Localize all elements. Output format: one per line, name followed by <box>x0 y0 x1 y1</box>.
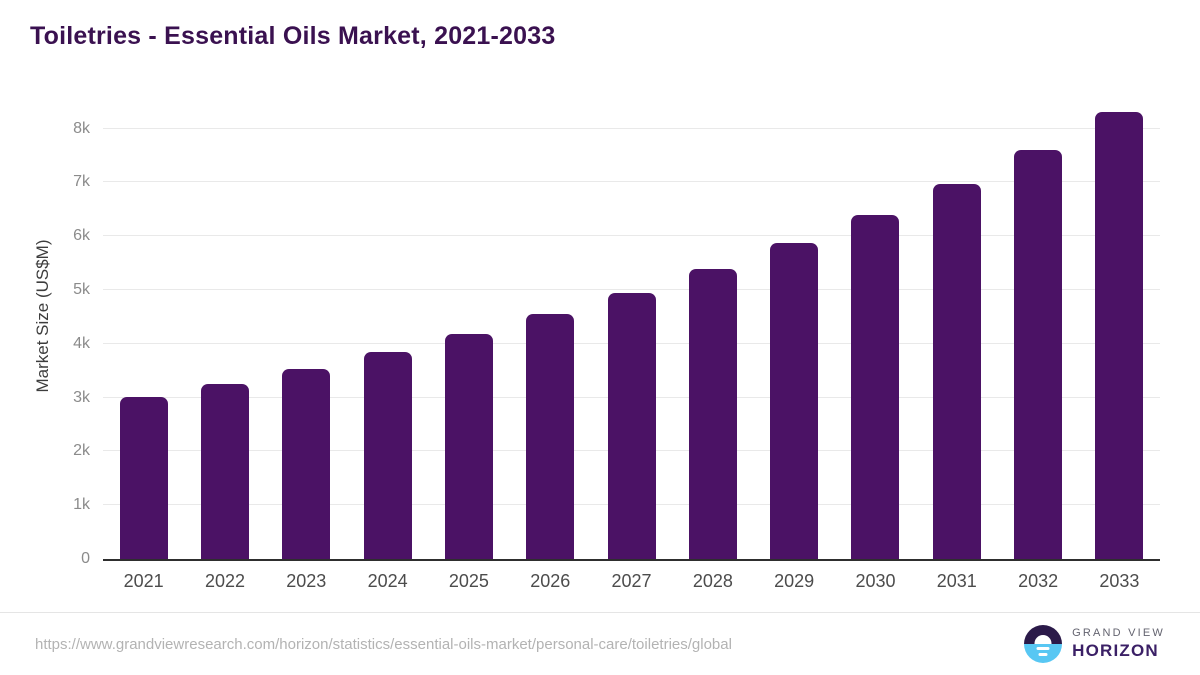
horizon-sunrise-logo-icon <box>1024 625 1063 663</box>
brand-logo: GRAND VIEW HORIZON <box>1024 625 1165 663</box>
x-tick-2027: 2027 <box>611 571 652 591</box>
bar-slot-2021: 2021 <box>103 100 184 591</box>
sun-icon <box>1034 635 1052 644</box>
x-tick-2021: 2021 <box>123 571 164 591</box>
x-tick-2028: 2028 <box>692 571 733 591</box>
x-tick-2025: 2025 <box>448 571 489 591</box>
bar-slot-2031: 2031 <box>916 100 997 591</box>
x-tick-2032: 2032 <box>1018 571 1059 591</box>
gridline-8k <box>103 127 1160 129</box>
reflection-line-icon <box>1038 652 1048 656</box>
y-tick-2k: 2k <box>73 442 90 460</box>
bar-2031[interactable] <box>932 184 981 559</box>
bar-slot-2028: 2028 <box>672 100 753 591</box>
bar-2028[interactable] <box>688 268 737 559</box>
x-tick-2022: 2022 <box>204 571 245 591</box>
reflection-line-icon <box>1036 647 1050 650</box>
bar-2025[interactable] <box>444 334 493 559</box>
bar-slot-2027: 2027 <box>591 100 672 591</box>
y-axis-tick-labels: 0 1k 2k 3k 4k 5k 6k 7k 8k <box>0 100 90 566</box>
bar-2021[interactable] <box>119 396 168 559</box>
bar-slot-2025: 2025 <box>428 100 509 591</box>
y-tick-1k: 1k <box>73 496 90 514</box>
bar-2026[interactable] <box>526 314 575 559</box>
bar-2027[interactable] <box>607 292 656 559</box>
bar-2033[interactable] <box>1095 111 1144 559</box>
bar-slot-2032: 2032 <box>997 100 1078 591</box>
x-tick-2029: 2029 <box>774 571 815 591</box>
y-tick-7k: 7k <box>73 173 90 191</box>
x-tick-2031: 2031 <box>936 571 977 591</box>
bar-2023[interactable] <box>282 369 331 559</box>
x-tick-2033: 2033 <box>1099 571 1140 591</box>
bar-slot-2024: 2024 <box>347 100 428 591</box>
bar-slot-2033: 2033 <box>1079 100 1160 591</box>
gridline-5k <box>103 289 1160 291</box>
y-tick-4k: 4k <box>73 334 90 352</box>
bars-container: 2021 2022 2023 2024 2025 2026 2027 2028 2029 2030… <box>103 100 1160 591</box>
bar-slot-2022: 2022 <box>184 100 265 591</box>
brand-name-bottom: HORIZON <box>1072 641 1159 660</box>
footer: https://www.grandviewresearch.com/horizo… <box>0 612 1200 675</box>
brand-name-top: GRAND VIEW <box>1072 627 1165 639</box>
bar-slot-2029: 2029 <box>754 100 835 591</box>
gridline-6k <box>103 235 1160 237</box>
bar-2029[interactable] <box>770 242 819 559</box>
plot-area: 2021 2022 2023 2024 2025 2026 2027 2028 2029 2030… <box>103 100 1160 591</box>
source-url: https://www.grandviewresearch.com/horizo… <box>35 635 732 653</box>
x-tick-2023: 2023 <box>286 571 327 591</box>
bar-slot-2026: 2026 <box>510 100 591 591</box>
x-tick-2026: 2026 <box>530 571 571 591</box>
brand-wordmark: GRAND VIEW HORIZON <box>1072 627 1165 661</box>
x-tick-2024: 2024 <box>367 571 408 591</box>
gridline-7k <box>103 181 1160 183</box>
bar-2022[interactable] <box>200 384 249 559</box>
bar-slot-2030: 2030 <box>835 100 916 591</box>
y-tick-5k: 5k <box>73 281 90 299</box>
bar-2024[interactable] <box>363 351 412 559</box>
chart-title: Toiletries - Essential Oils Market, 2021… <box>30 22 556 50</box>
bar-2032[interactable] <box>1014 149 1063 559</box>
y-tick-8k: 8k <box>73 119 90 137</box>
x-tick-2030: 2030 <box>855 571 896 591</box>
bar-2030[interactable] <box>851 214 900 559</box>
y-tick-6k: 6k <box>73 227 90 245</box>
y-tick-3k: 3k <box>73 388 90 406</box>
y-tick-0: 0 <box>81 550 90 567</box>
bar-slot-2023: 2023 <box>266 100 347 591</box>
